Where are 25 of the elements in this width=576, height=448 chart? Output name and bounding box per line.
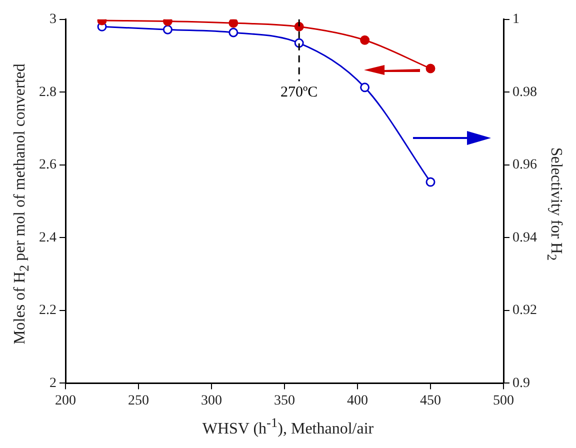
y-tick-label: 2	[50, 376, 56, 391]
x-tick-label: 300	[201, 393, 222, 408]
x-tick-label: 450	[420, 393, 441, 408]
x-tick-label: 400	[347, 393, 368, 408]
y2-tick-label: 0.94	[512, 230, 537, 246]
y-tick-label: 2.4	[39, 230, 56, 246]
x-tick-label: 350	[274, 393, 295, 408]
x-tick-label: 500	[493, 393, 514, 408]
x-axis-title: WHSV (h$^{-1}$), Methanol/air	[201, 414, 375, 438]
y2-tick-label: 0.96	[512, 158, 537, 173]
y2-tick-label: 0.98	[512, 84, 537, 100]
y-tick-label: 2.8	[39, 84, 56, 100]
y2-tick-label: 0.92	[512, 303, 537, 318]
y2-tick-label: 0.9	[512, 376, 530, 391]
y-tick-label: 3	[50, 12, 56, 28]
point	[426, 177, 436, 187]
x-tick-label: 200	[55, 393, 76, 408]
y2-tick-label: 1	[512, 12, 520, 28]
x-tick-label: 250	[128, 393, 149, 408]
ref-line-label: 270ºC	[280, 84, 318, 101]
point	[228, 28, 238, 38]
point	[162, 24, 172, 34]
y-tick-label: 2.2	[39, 303, 56, 318]
point	[360, 82, 370, 92]
y-tick-label: 2.6	[39, 158, 56, 173]
